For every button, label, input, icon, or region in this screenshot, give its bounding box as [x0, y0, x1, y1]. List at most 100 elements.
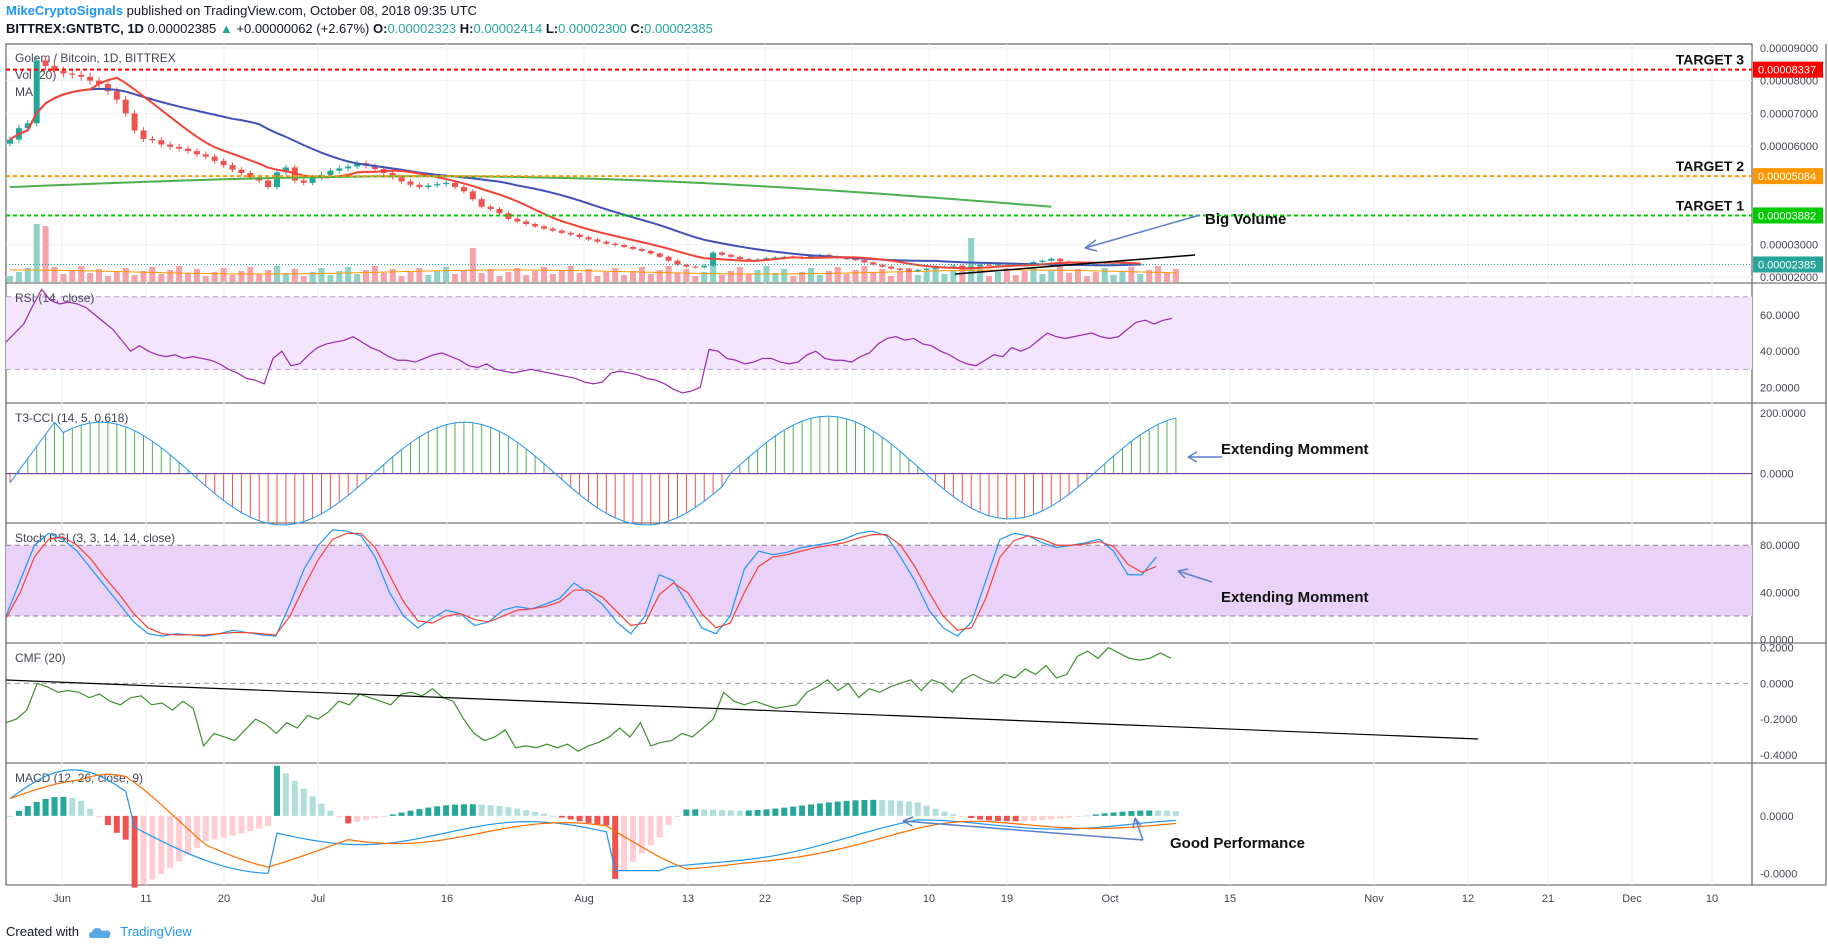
- volume-bar: [692, 276, 699, 282]
- macd-histogram-bar: [1101, 813, 1108, 816]
- big-volume-arrowhead: [1084, 239, 1098, 252]
- macd-histogram-bar: [852, 800, 859, 816]
- rsi-line: [5, 288, 1173, 394]
- macd-histogram-bar: [719, 809, 725, 816]
- x-tick-label: Dec: [1622, 893, 1642, 905]
- macd-histogram-bar: [389, 814, 396, 816]
- big-volume-annotation: Big Volume: [1205, 211, 1286, 228]
- macd-histogram-bar: [879, 799, 886, 816]
- volume-bar: [950, 270, 957, 282]
- macd-histogram-bar: [772, 808, 779, 816]
- signal-line: [9, 773, 1176, 870]
- macd-histogram-bar: [710, 809, 717, 816]
- stoch-y-tick-label: 80.0000: [1760, 540, 1800, 552]
- x-tick-label: 20: [218, 893, 230, 905]
- candle-body: [585, 237, 592, 240]
- volume-bar: [122, 268, 129, 282]
- volume-bar: [60, 274, 67, 282]
- candle-body: [425, 185, 432, 188]
- macd-histogram-bar: [603, 815, 610, 826]
- volume-bar: [603, 272, 610, 282]
- tradingview-link[interactable]: TradingView: [120, 924, 192, 939]
- candle-body: [541, 226, 547, 229]
- macd-histogram-bar: [950, 814, 957, 816]
- macd-histogram-bar: [220, 815, 227, 838]
- volume-bar: [790, 276, 797, 282]
- volume-bar: [24, 268, 31, 282]
- candle-body: [309, 177, 316, 183]
- close-ohlc-value: 0.00002385: [644, 21, 713, 36]
- candle-body: [861, 260, 868, 263]
- candle-body: [354, 163, 361, 167]
- candle-body: [96, 80, 102, 84]
- volume-bar: [541, 267, 547, 282]
- macd-histogram-bar: [630, 815, 636, 862]
- candle-body: [60, 70, 67, 74]
- macd-histogram-bar: [1083, 815, 1090, 817]
- macd-histogram-bar: [354, 815, 361, 822]
- volume-bar: [176, 266, 183, 282]
- macd-histogram-bar: [398, 812, 405, 816]
- high-value: 0.00002414: [473, 21, 543, 36]
- macd-histogram-bar: [959, 815, 966, 817]
- volume-bar: [754, 270, 761, 282]
- author-link[interactable]: MikeCryptoSignals: [6, 3, 124, 18]
- volume-bar: [612, 268, 619, 282]
- macd-histogram-bar: [1066, 815, 1073, 818]
- macd-histogram-bar: [897, 800, 903, 816]
- macd-histogram-bar: [1172, 811, 1179, 816]
- volume-bar: [167, 270, 174, 282]
- open-label: O:: [373, 21, 388, 36]
- candle-body: [727, 254, 734, 257]
- macd-histogram-bar: [274, 765, 280, 816]
- stoch-arrow: [1177, 570, 1213, 583]
- macd-histogram-bar: [825, 802, 832, 816]
- close-value: 0.00002385: [147, 21, 217, 36]
- x-tick-label: 16: [441, 893, 453, 905]
- cci-line: [9, 415, 1177, 526]
- price-pane-title: Golem / Bitcoin, 1D, BITTREX: [15, 51, 176, 65]
- volume-bar: [1030, 267, 1037, 282]
- macd-histogram-bar: [291, 781, 298, 816]
- high-label: H:: [459, 21, 474, 36]
- up-triangle-icon: ▲: [219, 21, 233, 36]
- macd-histogram-bar: [1092, 814, 1099, 816]
- macd-histogram-bar: [674, 815, 681, 817]
- cmf-y-tick-label: 0.0000: [1760, 678, 1794, 690]
- volume-bar: [914, 275, 921, 282]
- volume-bar: [443, 267, 450, 282]
- macd-histogram-bar: [282, 773, 289, 816]
- x-tick-label: 12: [1462, 893, 1474, 905]
- low-label: L:: [545, 21, 559, 36]
- volume-bar: [434, 271, 441, 282]
- macd-histogram-bar: [790, 806, 797, 816]
- volume-bar: [309, 272, 316, 282]
- volume-bar: [674, 273, 681, 282]
- volume-bar: [834, 267, 841, 282]
- candle-body: [1119, 263, 1126, 265]
- macd-histogram-bar: [905, 801, 912, 816]
- candle-body: [914, 269, 921, 272]
- candle-body: [69, 73, 76, 75]
- target-price-tag: [1753, 168, 1823, 185]
- candle-body: [505, 213, 512, 219]
- ma-long-line: [9, 175, 1052, 208]
- candle-body: [282, 167, 289, 173]
- macd-histogram-bar: [176, 815, 183, 862]
- volume-bar: [104, 276, 111, 282]
- cmf-line: [5, 646, 1172, 752]
- volume-bar: [229, 275, 236, 282]
- macd-histogram-bar: [1021, 815, 1028, 822]
- macd-histogram-bar: [407, 810, 414, 816]
- candle-body: [558, 230, 565, 233]
- volume-bar: [452, 274, 458, 282]
- macd-histogram-bar: [460, 804, 467, 816]
- candle-body: [478, 199, 485, 207]
- macd-histogram-bar: [487, 805, 494, 816]
- macd-histogram-bar: [265, 815, 272, 826]
- volume-bar: [265, 270, 272, 282]
- macd-histogram-bar: [42, 798, 49, 816]
- macd-histogram-bar: [51, 797, 58, 816]
- volume-bar: [665, 266, 672, 282]
